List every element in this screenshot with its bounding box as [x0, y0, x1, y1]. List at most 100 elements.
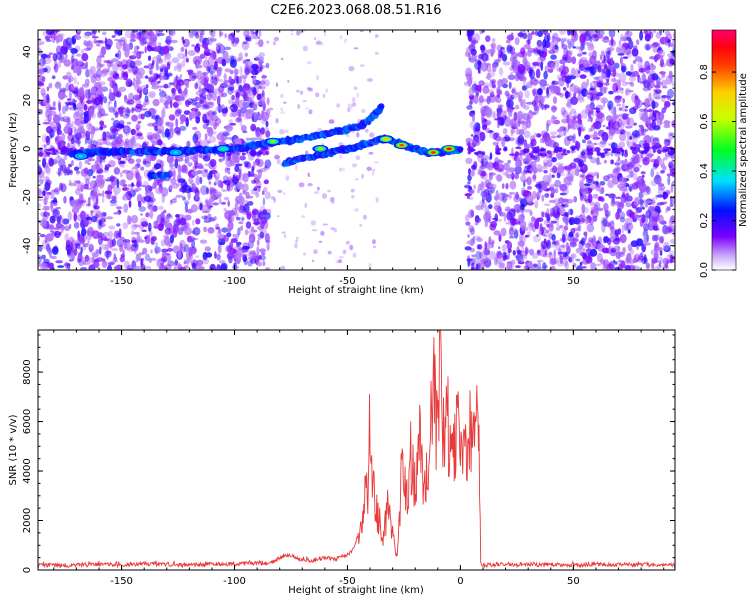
noise-speckle: [103, 238, 110, 241]
noise-speckle: [657, 202, 665, 205]
noise-speckle: [534, 200, 538, 208]
noise-speckle: [42, 134, 47, 143]
noise-speckle: [646, 117, 651, 125]
snr-background: [38, 330, 675, 570]
noise-speckle: [503, 128, 508, 134]
noise-speckle: [40, 234, 46, 237]
noise-speckle: [116, 223, 120, 226]
noise-speckle: [99, 95, 102, 104]
noise-speckle: [147, 45, 152, 51]
noise-speckle: [581, 238, 586, 246]
noise-speckle: [202, 72, 208, 76]
noise-speckle: [591, 59, 596, 63]
noise-speckle: [42, 208, 50, 211]
noise-speckle: [484, 250, 490, 256]
noise-speckle: [104, 251, 111, 258]
noise-speckle: [502, 195, 507, 203]
quiet-speckle: [351, 189, 355, 193]
noise-speckle: [66, 123, 72, 128]
noise-speckle: [535, 104, 539, 112]
noise-speckle: [85, 217, 91, 220]
noise-speckle: [663, 242, 669, 251]
noise-speckle: [221, 189, 227, 192]
noise-speckle: [606, 79, 609, 83]
noise-speckle: [659, 256, 663, 264]
noise-speckle: [651, 73, 658, 80]
noise-speckle: [64, 233, 69, 241]
quiet-speckle: [303, 46, 308, 52]
noise-speckle: [122, 187, 128, 191]
noise-speckle: [493, 111, 496, 121]
quiet-speckle: [294, 243, 298, 249]
quiet-speckle: [282, 231, 286, 233]
noise-speckle: [90, 180, 98, 188]
noise-speckle: [586, 104, 593, 111]
hotspot-mark: [383, 138, 388, 141]
noise-speckle: [60, 98, 63, 100]
noise-speckle: [176, 63, 182, 70]
noise-speckle: [200, 54, 205, 59]
noise-speckle: [201, 259, 209, 265]
noise-speckle: [481, 160, 484, 166]
noise-speckle: [167, 248, 173, 252]
noise-speckle: [503, 61, 511, 65]
quiet-speckle: [316, 42, 320, 46]
noise-speckle: [36, 109, 43, 115]
noise-speckle: [137, 121, 141, 124]
noise-speckle: [641, 171, 646, 174]
noise-speckle: [105, 164, 111, 168]
noise-speckle: [150, 209, 154, 219]
noise-speckle: [148, 91, 155, 98]
noise-speckle: [539, 100, 542, 109]
noise-speckle: [228, 119, 233, 123]
noise-speckle: [593, 131, 598, 139]
noise-speckle: [228, 107, 233, 110]
noise-speckle: [554, 206, 557, 214]
noise-speckle: [78, 245, 80, 250]
quiet-speckle: [277, 159, 281, 164]
noise-band-mark: [523, 150, 529, 153]
noise-speckle: [180, 180, 187, 188]
noise-speckle: [489, 80, 496, 89]
noise-speckle: [77, 259, 81, 263]
quiet-speckle: [317, 75, 319, 81]
quiet-speckle: [327, 190, 331, 192]
noise-speckle: [69, 91, 72, 99]
noise-band-mark: [632, 149, 638, 154]
noise-speckle: [128, 59, 133, 66]
noise-speckle: [470, 227, 475, 235]
noise-speckle: [239, 66, 243, 75]
noise-speckle: [163, 234, 169, 238]
noise-speckle: [267, 97, 270, 105]
noise-speckle: [482, 86, 489, 94]
noise-speckle: [195, 230, 200, 234]
quiet-speckle: [307, 61, 312, 64]
noise-band-mark: [563, 149, 566, 154]
noise-speckle: [112, 95, 115, 99]
noise-speckle: [137, 163, 140, 166]
quiet-speckle: [274, 37, 279, 42]
noise-speckle: [177, 174, 181, 184]
quiet-speckle: [334, 228, 337, 232]
noise-speckle: [626, 209, 633, 216]
noise-speckle: [563, 258, 567, 267]
noise-speckle: [257, 159, 264, 167]
noise-speckle: [149, 230, 153, 237]
noise-band-mark: [553, 151, 557, 153]
noise-speckle: [598, 236, 602, 244]
noise-speckle: [577, 53, 582, 56]
noise-speckle: [634, 211, 638, 219]
noise-speckle: [518, 214, 521, 220]
noise-speckle: [68, 211, 72, 221]
noise-speckle: [656, 32, 662, 39]
quiet-speckle: [320, 231, 324, 236]
noise-band-mark: [475, 153, 478, 156]
quiet-speckle: [369, 132, 375, 137]
noise-speckle: [219, 260, 225, 264]
noise-speckle: [191, 44, 195, 47]
noise-speckle: [642, 157, 650, 166]
noise-speckle: [622, 98, 625, 103]
noise-speckle: [96, 89, 103, 94]
noise-speckle: [96, 43, 101, 46]
noise-speckle: [85, 137, 87, 144]
